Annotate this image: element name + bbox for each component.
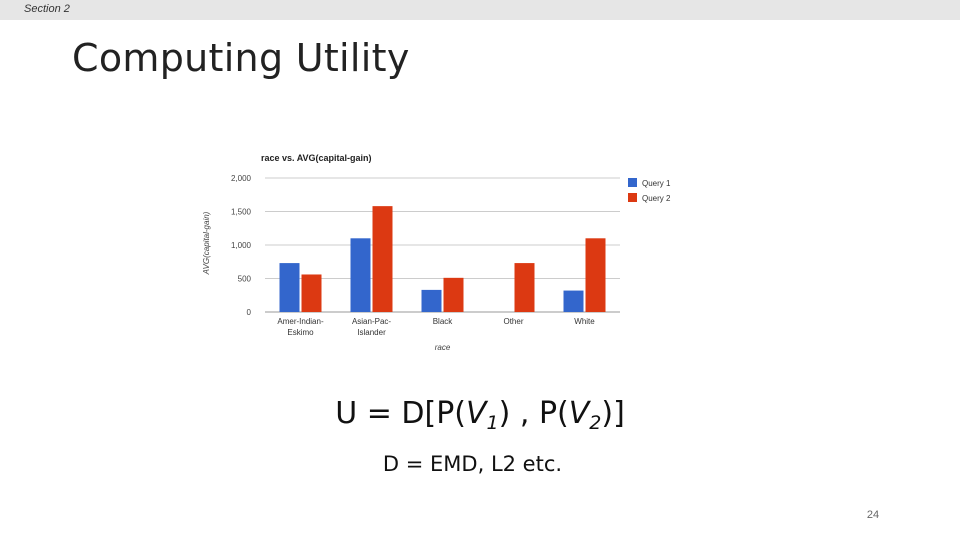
- bar-query-1: [279, 263, 300, 312]
- utility-formula: U = D[P(V1) , P(V2)]: [0, 396, 960, 434]
- y-tick-label: 1,000: [231, 241, 252, 250]
- legend-label: Query 2: [642, 194, 671, 203]
- x-tick-label: Other: [503, 317, 523, 326]
- x-tick-label: White: [574, 317, 595, 326]
- formula-sub2: 2: [589, 412, 602, 434]
- chart-svg: race vs. AVG(capital-gain) 0 500 1,000 1,500…: [202, 153, 671, 352]
- x-tick-label: Black: [433, 317, 454, 326]
- formula-mid: ) , P(: [498, 396, 569, 431]
- bar-chart: race vs. AVG(capital-gain) 0 500 1,000 1,500…: [195, 142, 705, 357]
- bar-query-2: [514, 263, 535, 312]
- x-tick-label: Islander: [357, 328, 386, 337]
- x-tick-label: Amer-Indian-: [277, 317, 324, 326]
- distance-note: D = EMD, L2 etc.: [382, 452, 563, 476]
- formula-end: )]: [601, 396, 625, 431]
- legend-swatch: [628, 178, 637, 187]
- bar-query-1: [421, 289, 442, 312]
- bar-query-2: [372, 206, 393, 312]
- y-tick-label: 1,500: [231, 208, 252, 217]
- y-tick-label: 2,000: [231, 174, 252, 183]
- y-tick-label: 500: [238, 275, 252, 284]
- bar-query-2: [585, 238, 606, 312]
- section-header-bar: Section 2: [0, 0, 960, 20]
- formula-sub1: 1: [486, 412, 499, 434]
- x-axis-label: race: [435, 343, 451, 352]
- section-label: Section 2: [24, 3, 70, 15]
- legend-label: Query 1: [642, 179, 671, 188]
- formula-v2: V: [568, 396, 590, 431]
- slide-title: Computing Utility: [72, 36, 410, 80]
- bar-query-1: [563, 290, 584, 312]
- x-tick-label: Asian-Pac-: [352, 317, 391, 326]
- legend-swatch: [628, 193, 637, 202]
- bar-query-2: [301, 274, 322, 312]
- formula-v1: V: [466, 396, 487, 431]
- y-tick-label: 0: [247, 308, 252, 317]
- formula-u: U: [335, 396, 358, 431]
- y-axis-label: AVG(capital-gain): [202, 211, 211, 275]
- bar-query-2: [443, 277, 464, 312]
- x-tick-label: Eskimo: [287, 328, 314, 337]
- chart-title: race vs. AVG(capital-gain): [261, 153, 372, 163]
- formula-eq: = D[P(: [357, 396, 466, 431]
- bar-query-1: [350, 238, 371, 312]
- page-number: 24: [866, 509, 880, 521]
